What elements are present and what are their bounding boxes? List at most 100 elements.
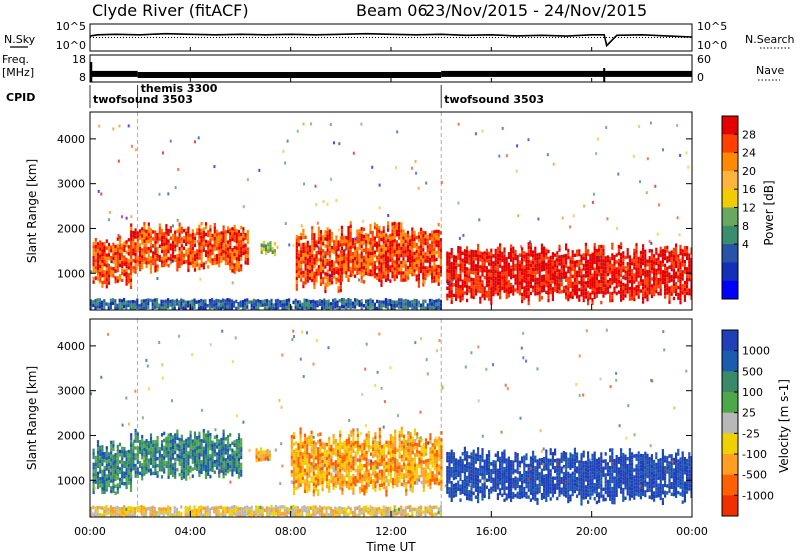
range-cell — [466, 281, 468, 285]
range-cell — [231, 269, 233, 273]
range-cell — [135, 263, 137, 267]
range-cell — [300, 268, 302, 272]
range-cell — [411, 255, 413, 259]
range-cell — [237, 302, 239, 306]
range-cell — [163, 432, 165, 436]
range-cell — [508, 273, 510, 277]
range-cell — [569, 257, 571, 261]
range-cell — [394, 278, 396, 282]
range-cell — [313, 462, 315, 466]
range-cell — [356, 230, 358, 234]
freq-band-1 — [138, 72, 442, 78]
range-cell — [263, 244, 265, 248]
range-cell — [389, 248, 391, 252]
range-cell — [668, 258, 670, 262]
range-cell — [402, 278, 404, 282]
range-cell — [466, 271, 468, 275]
range-cell — [605, 267, 607, 271]
range-cell — [99, 268, 101, 272]
range-cell — [337, 453, 339, 457]
range-cell — [380, 300, 382, 304]
range-cell — [398, 305, 400, 309]
range-cell — [671, 264, 673, 268]
range-cell — [377, 462, 379, 466]
range-cell — [576, 250, 578, 254]
range-cell — [130, 447, 132, 451]
range-cell — [272, 247, 274, 251]
range-cell — [132, 252, 134, 256]
range-cell — [119, 264, 121, 268]
range-cell — [429, 244, 431, 248]
range-cell — [510, 255, 512, 259]
range-cell — [119, 471, 121, 475]
range-cell — [558, 255, 560, 259]
range-cell — [163, 446, 165, 450]
range-cell — [372, 262, 374, 266]
range-cell — [234, 451, 236, 455]
range-cell — [673, 248, 675, 252]
range-cell — [146, 467, 148, 471]
range-cell — [459, 257, 461, 261]
range-cell — [126, 461, 128, 465]
range-cell — [212, 244, 214, 248]
range-cell — [462, 280, 464, 284]
range-cell — [273, 303, 275, 307]
range-cell — [528, 298, 530, 302]
range-cell — [225, 255, 227, 259]
range-cell — [174, 440, 176, 444]
range-cell — [192, 443, 194, 447]
range-cell — [99, 247, 101, 251]
range-cell — [152, 458, 154, 462]
range-cell — [407, 307, 409, 311]
range-cell — [369, 252, 371, 256]
echo-point — [303, 183, 305, 186]
range-cell — [583, 267, 585, 271]
range-cell — [185, 477, 187, 481]
range-cell — [218, 250, 220, 254]
range-cell — [302, 246, 304, 250]
range-cell — [234, 256, 236, 260]
range-cell — [359, 473, 361, 477]
range-cell — [377, 455, 379, 459]
range-cell — [335, 246, 337, 250]
range-cell — [328, 300, 330, 304]
range-cell — [383, 251, 385, 255]
echo-point — [287, 140, 289, 143]
range-cell — [302, 445, 304, 449]
range-cell — [152, 303, 154, 307]
range-cell — [517, 255, 519, 259]
range-cell — [337, 474, 339, 478]
range-cell — [646, 277, 648, 281]
range-cell — [651, 249, 653, 253]
echo-point — [119, 125, 121, 128]
range-cell — [335, 460, 337, 464]
range-cell — [594, 254, 596, 258]
range-cell — [110, 455, 112, 459]
range-cell — [163, 449, 165, 453]
range-cell — [517, 266, 519, 270]
range-cell — [684, 246, 686, 250]
range-cell — [453, 255, 455, 259]
range-cell — [306, 455, 308, 459]
range-cell — [607, 273, 609, 277]
range-cell — [446, 255, 448, 259]
range-cell — [341, 488, 343, 492]
range-cell — [534, 250, 536, 254]
range-cell — [231, 456, 233, 460]
range-cell — [589, 275, 591, 279]
range-cell — [363, 235, 365, 239]
range-cell — [554, 288, 556, 292]
range-cell — [231, 466, 233, 470]
range-cell — [170, 433, 172, 437]
range-cell — [501, 255, 503, 259]
range-cell — [322, 277, 324, 281]
range-cell — [181, 227, 183, 231]
range-cell — [580, 272, 582, 276]
range-cell — [315, 474, 317, 478]
range-cell — [649, 263, 651, 267]
echo-point — [362, 220, 364, 223]
range-cell — [141, 262, 143, 266]
range-cell — [95, 466, 97, 470]
range-cell — [365, 247, 367, 251]
range-cell — [556, 251, 558, 255]
